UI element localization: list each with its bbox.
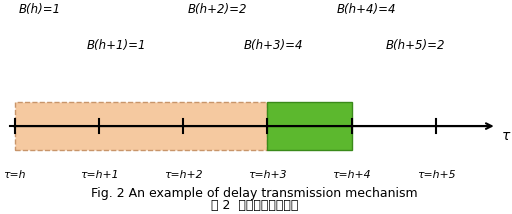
Text: B(h)=1: B(h)=1: [19, 3, 61, 16]
Text: B(h+4)=4: B(h+4)=4: [336, 3, 396, 16]
Bar: [267, 103, 352, 150]
Text: τ: τ: [502, 129, 510, 143]
Bar: [15, 103, 267, 150]
Text: B(h+2)=2: B(h+2)=2: [187, 3, 247, 16]
Text: τ=h+3: τ=h+3: [248, 170, 287, 180]
Text: B(h+1)=1: B(h+1)=1: [87, 39, 146, 52]
Text: τ=h+5: τ=h+5: [417, 170, 455, 180]
Text: B(h+5)=2: B(h+5)=2: [386, 39, 445, 52]
Text: τ=h: τ=h: [4, 170, 26, 180]
Text: Fig. 2 An example of delay transmission mechanism: Fig. 2 An example of delay transmission …: [92, 187, 418, 200]
Text: B(h+3)=4: B(h+3)=4: [244, 39, 303, 52]
Text: 图 2  延时传输机制示例: 图 2 延时传输机制示例: [211, 199, 298, 212]
Text: τ=h+1: τ=h+1: [80, 170, 118, 180]
Text: τ=h+2: τ=h+2: [164, 170, 202, 180]
Text: τ=h+4: τ=h+4: [332, 170, 371, 180]
